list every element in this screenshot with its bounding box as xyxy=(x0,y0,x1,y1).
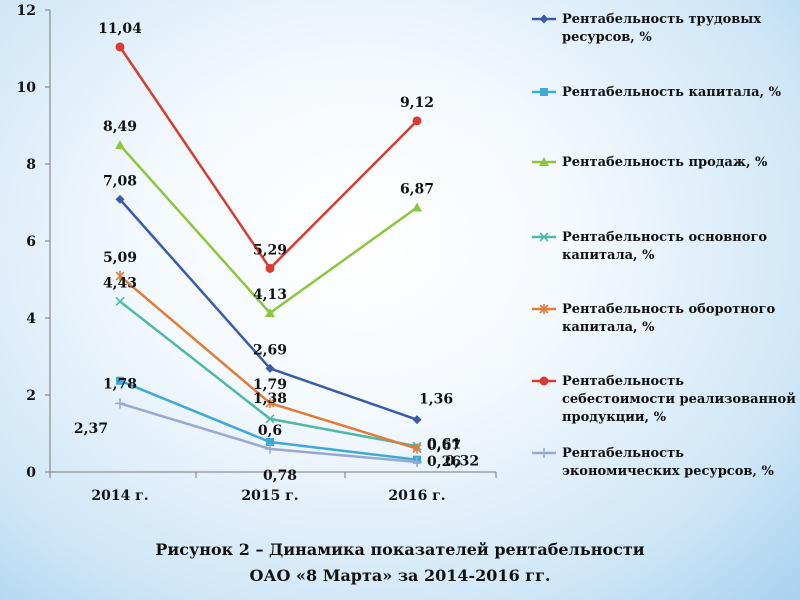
data-point-1-2 xyxy=(265,363,275,373)
data-point-4-1 xyxy=(115,296,125,307)
y-tick-label: 4 xyxy=(26,311,36,327)
legend-label: Рентабельность оборотного xyxy=(562,302,775,317)
legend-label: ресурсов, % xyxy=(562,30,652,45)
series-1 xyxy=(115,194,422,425)
legend-label: Рентабельность трудовых xyxy=(562,12,761,27)
data-label: 1,36 xyxy=(419,392,453,408)
legend-swatch-marker xyxy=(539,376,549,386)
data-label: 1,38 xyxy=(253,391,287,407)
data-label: 0,67 xyxy=(427,438,461,454)
legend-swatch-marker xyxy=(539,14,549,24)
data-point-5-2 xyxy=(265,398,275,409)
caption-line-2: ОАО «8 Марта» за 2014-2016 гг. xyxy=(249,566,551,585)
legend-item-5: Рентабельность оборотного капитала, % xyxy=(532,302,775,335)
legend-label: Рентабельность капитала, % xyxy=(562,85,782,100)
x-tick-label: 2015 г. xyxy=(241,488,298,504)
legend-swatch-marker xyxy=(539,232,549,242)
legend-label: капитала, % xyxy=(562,320,655,335)
legend-label: экономических ресурсов, % xyxy=(562,464,774,479)
y-axis: 0 2 4 6 8 10 12 xyxy=(17,3,51,481)
series-line-6 xyxy=(118,46,418,270)
legend-item-4: Рентабельность основного капитала, % xyxy=(532,230,767,263)
y-tick-label: 0 xyxy=(26,465,36,481)
data-label: 1,78 xyxy=(103,376,137,392)
data-label: 6,87 xyxy=(400,182,434,198)
series-layer xyxy=(115,42,422,467)
data-label: 4,13 xyxy=(253,287,287,303)
legend-item-1: Рентабельность трудовых ресурсов, % xyxy=(532,12,761,45)
legend-label: Рентабельность продаж, % xyxy=(562,155,768,170)
legend-label: продукции, % xyxy=(562,410,667,425)
y-tick-label: 12 xyxy=(17,3,36,19)
caption-line-1: Рисунок 2 – Динамика показателей рентабе… xyxy=(155,540,645,559)
x-tick-label: 2016 г. xyxy=(388,488,445,504)
data-label: 0,26 xyxy=(427,454,461,470)
data-label: 11,04 xyxy=(98,21,142,37)
data-label: 7,08 xyxy=(103,173,137,189)
legend-item-6: Рентабельность себестоимости реализованно… xyxy=(532,374,796,425)
data-point-7-3 xyxy=(412,456,422,467)
data-point-5-1 xyxy=(115,271,125,282)
y-tick-label: 8 xyxy=(26,157,36,173)
series-6 xyxy=(115,42,422,273)
data-point-1-3 xyxy=(412,415,422,425)
data-point-6-3 xyxy=(412,116,422,126)
y-tick-label: 6 xyxy=(26,234,36,250)
data-label: 4,43 xyxy=(103,275,137,291)
legend-swatch-marker xyxy=(540,88,548,96)
series-7 xyxy=(115,398,422,467)
legend-item-2: Рентабельность капитала, % xyxy=(532,85,782,100)
data-point-2-2 xyxy=(266,437,274,446)
data-label: 1,79 xyxy=(253,377,287,393)
series-5 xyxy=(115,271,422,454)
data-label: 5,29 xyxy=(253,242,287,258)
series-3 xyxy=(115,140,422,317)
legend-item-7: Рентабельность экономических ресурсов, % xyxy=(532,446,774,479)
data-point-6-1 xyxy=(115,42,125,52)
data-label: 8,49 xyxy=(103,119,137,135)
y-tick-label: 2 xyxy=(26,388,36,404)
data-labels: 7,08 2,69 1,36 2,37 0,78 0,32 8,49 4,13 6,87 4,43… xyxy=(74,21,479,484)
data-label: 0,61 xyxy=(427,437,461,453)
data-label: 0,32 xyxy=(445,454,479,470)
data-label: 0,6 xyxy=(258,423,282,439)
data-point-3-3 xyxy=(412,202,422,212)
x-tick-label: 2014 г. xyxy=(91,488,148,504)
legend-swatch-marker xyxy=(539,448,549,458)
data-point-7-1 xyxy=(115,398,125,409)
data-point-3-2 xyxy=(265,307,275,317)
data-point-5-3 xyxy=(412,443,422,454)
data-point-6-2 xyxy=(265,263,275,273)
data-label: 2,69 xyxy=(253,342,287,358)
data-point-1-1 xyxy=(115,194,125,204)
x-axis: 2014 г. 2015 г. 2016 г. xyxy=(49,471,497,504)
data-label: 5,09 xyxy=(103,250,137,266)
data-label: 0,78 xyxy=(263,468,297,484)
legend-label: капитала, % xyxy=(562,248,655,263)
data-point-2-1 xyxy=(116,376,124,385)
legend-label: Рентабельность xyxy=(562,374,684,389)
data-label: 2,37 xyxy=(74,421,108,437)
legend-label: Рентабельность xyxy=(562,446,684,461)
y-tick-label: 10 xyxy=(17,80,37,96)
data-point-3-1 xyxy=(115,140,125,150)
legend-label: себестоимости реализованной xyxy=(562,392,796,407)
legend-swatch-marker xyxy=(539,304,549,314)
legend-swatch-marker xyxy=(539,157,549,166)
legend-item-3: Рентабельность продаж, % xyxy=(532,155,768,170)
legend-label: Рентабельность основного xyxy=(562,230,767,245)
data-label: 9,12 xyxy=(400,95,434,111)
data-point-4-2 xyxy=(265,414,275,424)
data-point-7-2 xyxy=(265,443,275,454)
